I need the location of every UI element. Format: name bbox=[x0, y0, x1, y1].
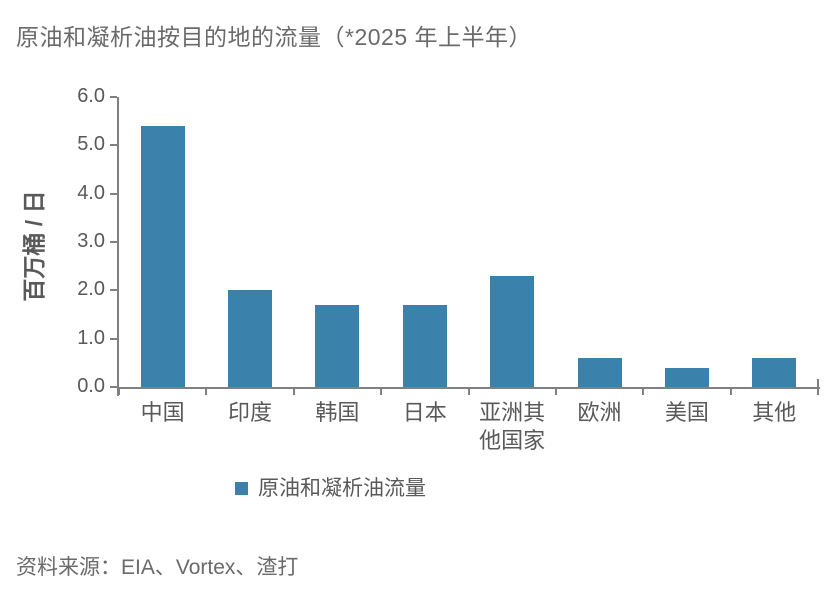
legend-label: 原油和凝析油流量 bbox=[258, 477, 426, 500]
y-tick-mark bbox=[110, 144, 117, 147]
bar bbox=[577, 358, 622, 387]
bar bbox=[490, 275, 535, 387]
y-tick-label: 6.0 bbox=[77, 85, 105, 107]
y-tick-label: 5.0 bbox=[77, 133, 105, 156]
source-note: 资料来源：EIA、Vortex、渣打 bbox=[16, 556, 299, 579]
y-tick-mark bbox=[110, 289, 117, 292]
y-tick-label: 2.0 bbox=[77, 278, 105, 301]
x-axis-end-tick bbox=[817, 379, 819, 387]
bar bbox=[752, 358, 797, 387]
bar bbox=[140, 126, 185, 387]
x-axis-label: 其他 bbox=[752, 400, 797, 425]
y-tick-mark bbox=[110, 337, 117, 340]
x-tick-mark bbox=[642, 387, 645, 395]
x-tick-mark bbox=[380, 387, 383, 395]
x-tick-mark bbox=[118, 387, 120, 395]
y-tick-mark bbox=[110, 386, 117, 388]
legend-swatch bbox=[235, 481, 248, 495]
y-tick-label: 1.0 bbox=[77, 326, 105, 349]
y-tick-mark bbox=[110, 96, 117, 98]
x-axis-label: 印度 bbox=[228, 400, 273, 425]
y-tick-label: 3.0 bbox=[77, 230, 105, 252]
x-tick-mark bbox=[817, 387, 819, 395]
bar bbox=[315, 304, 360, 387]
x-axis-label: 中国 bbox=[140, 400, 185, 425]
x-tick-mark bbox=[729, 387, 732, 395]
x-axis-label: 韩国 bbox=[315, 400, 360, 425]
x-tick-mark bbox=[205, 387, 208, 395]
y-tick-mark bbox=[110, 241, 117, 243]
bar bbox=[402, 304, 447, 387]
x-tick-mark bbox=[554, 387, 557, 395]
x-axis-label: 欧洲 bbox=[577, 400, 622, 425]
y-tick-label: 0.0 bbox=[77, 375, 105, 397]
legend: 原油和凝析油流量 bbox=[235, 472, 426, 502]
x-axis-label: 日本 bbox=[402, 400, 447, 425]
y-axis-line bbox=[117, 97, 119, 396]
x-axis-label: 亚洲其 他国家 bbox=[479, 400, 546, 453]
x-axis-label: 美国 bbox=[664, 400, 709, 425]
bar bbox=[664, 367, 709, 387]
x-tick-mark bbox=[292, 387, 295, 395]
bar bbox=[228, 290, 273, 387]
chart-title: 原油和凝析油按目的地的流量（*2025 年上半年） bbox=[16, 24, 533, 50]
y-tick-mark bbox=[110, 192, 117, 195]
y-tick-label: 4.0 bbox=[77, 181, 105, 204]
x-tick-mark bbox=[467, 387, 470, 395]
